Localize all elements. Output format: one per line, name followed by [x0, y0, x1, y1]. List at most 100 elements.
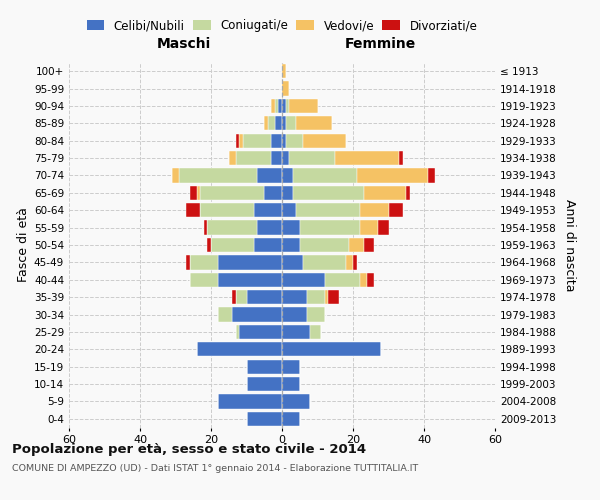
Bar — [335, 151, 399, 165]
Bar — [243, 134, 271, 148]
Bar — [389, 203, 403, 218]
Bar — [264, 116, 268, 130]
Bar — [282, 64, 286, 78]
Bar — [282, 290, 307, 304]
Bar — [360, 272, 367, 287]
Bar — [257, 168, 282, 182]
Y-axis label: Fasce di età: Fasce di età — [17, 208, 30, 282]
Bar — [364, 186, 406, 200]
Bar — [275, 116, 282, 130]
Bar — [282, 256, 304, 270]
Bar — [286, 134, 304, 148]
Bar — [186, 256, 190, 270]
Bar — [218, 272, 282, 287]
Bar — [282, 116, 286, 130]
Bar — [247, 377, 282, 391]
Bar — [190, 186, 197, 200]
Bar — [296, 116, 332, 130]
Bar — [239, 325, 282, 339]
Bar — [282, 325, 310, 339]
Y-axis label: Anni di nascita: Anni di nascita — [563, 198, 576, 291]
Bar — [254, 203, 282, 218]
Bar — [307, 308, 325, 322]
Bar — [208, 220, 257, 234]
Bar — [286, 116, 296, 130]
Legend: Celibi/Nubili, Coniugati/e, Vedovi/e, Divorziati/e: Celibi/Nubili, Coniugati/e, Vedovi/e, Di… — [86, 19, 478, 32]
Bar — [289, 99, 317, 113]
Bar — [349, 238, 364, 252]
Bar — [257, 220, 282, 234]
Bar — [325, 272, 360, 287]
Bar — [211, 238, 254, 252]
Bar — [200, 186, 264, 200]
Bar — [200, 203, 254, 218]
Bar — [282, 308, 307, 322]
Bar — [275, 99, 278, 113]
Bar — [367, 272, 374, 287]
Bar — [282, 377, 300, 391]
Bar — [264, 186, 282, 200]
Bar — [179, 168, 257, 182]
Bar — [399, 151, 403, 165]
Bar — [356, 168, 428, 182]
Bar — [232, 308, 282, 322]
Bar — [360, 220, 378, 234]
Bar — [406, 186, 410, 200]
Bar — [197, 342, 282, 356]
Bar — [282, 203, 296, 218]
Bar — [204, 220, 208, 234]
Bar — [271, 99, 275, 113]
Bar — [218, 394, 282, 408]
Bar — [186, 203, 200, 218]
Bar — [364, 238, 374, 252]
Bar — [239, 134, 243, 148]
Bar — [271, 134, 282, 148]
Bar — [282, 238, 300, 252]
Bar — [218, 308, 232, 322]
Bar — [229, 151, 236, 165]
Bar — [208, 238, 211, 252]
Bar — [278, 99, 282, 113]
Bar — [300, 220, 360, 234]
Bar — [282, 360, 300, 374]
Bar — [282, 168, 293, 182]
Bar — [271, 151, 282, 165]
Bar — [353, 256, 356, 270]
Bar — [268, 116, 275, 130]
Bar — [286, 99, 289, 113]
Bar — [289, 151, 335, 165]
Bar — [282, 412, 300, 426]
Bar — [325, 290, 328, 304]
Bar — [300, 238, 349, 252]
Bar — [282, 394, 310, 408]
Text: Femmine: Femmine — [344, 37, 416, 51]
Bar — [236, 290, 247, 304]
Bar — [190, 256, 218, 270]
Bar — [236, 151, 271, 165]
Bar — [247, 290, 282, 304]
Bar — [282, 134, 286, 148]
Bar — [282, 186, 293, 200]
Bar — [282, 272, 325, 287]
Bar — [346, 256, 353, 270]
Bar — [310, 325, 321, 339]
Bar — [232, 290, 236, 304]
Bar — [247, 412, 282, 426]
Bar — [304, 256, 346, 270]
Bar — [296, 203, 360, 218]
Bar — [254, 238, 282, 252]
Bar — [282, 342, 382, 356]
Bar — [428, 168, 434, 182]
Bar — [304, 134, 346, 148]
Bar — [190, 272, 218, 287]
Bar — [328, 290, 339, 304]
Bar — [307, 290, 325, 304]
Bar — [172, 168, 179, 182]
Bar — [293, 186, 364, 200]
Text: COMUNE DI AMPEZZO (UD) - Dati ISTAT 1° gennaio 2014 - Elaborazione TUTTITALIA.IT: COMUNE DI AMPEZZO (UD) - Dati ISTAT 1° g… — [12, 464, 418, 473]
Bar — [197, 186, 200, 200]
Text: Maschi: Maschi — [157, 37, 211, 51]
Bar — [360, 203, 389, 218]
Bar — [282, 99, 286, 113]
Bar — [282, 82, 289, 96]
